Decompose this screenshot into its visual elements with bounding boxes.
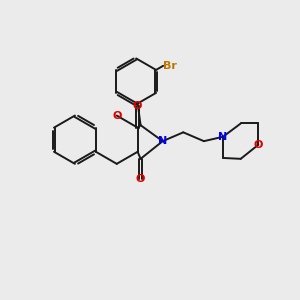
Text: O: O [112,110,122,121]
Text: Br: Br [163,61,177,71]
Text: O: O [133,101,142,111]
Text: O: O [254,140,263,150]
Text: O: O [136,174,145,184]
Text: N: N [218,132,228,142]
Text: N: N [158,136,167,146]
